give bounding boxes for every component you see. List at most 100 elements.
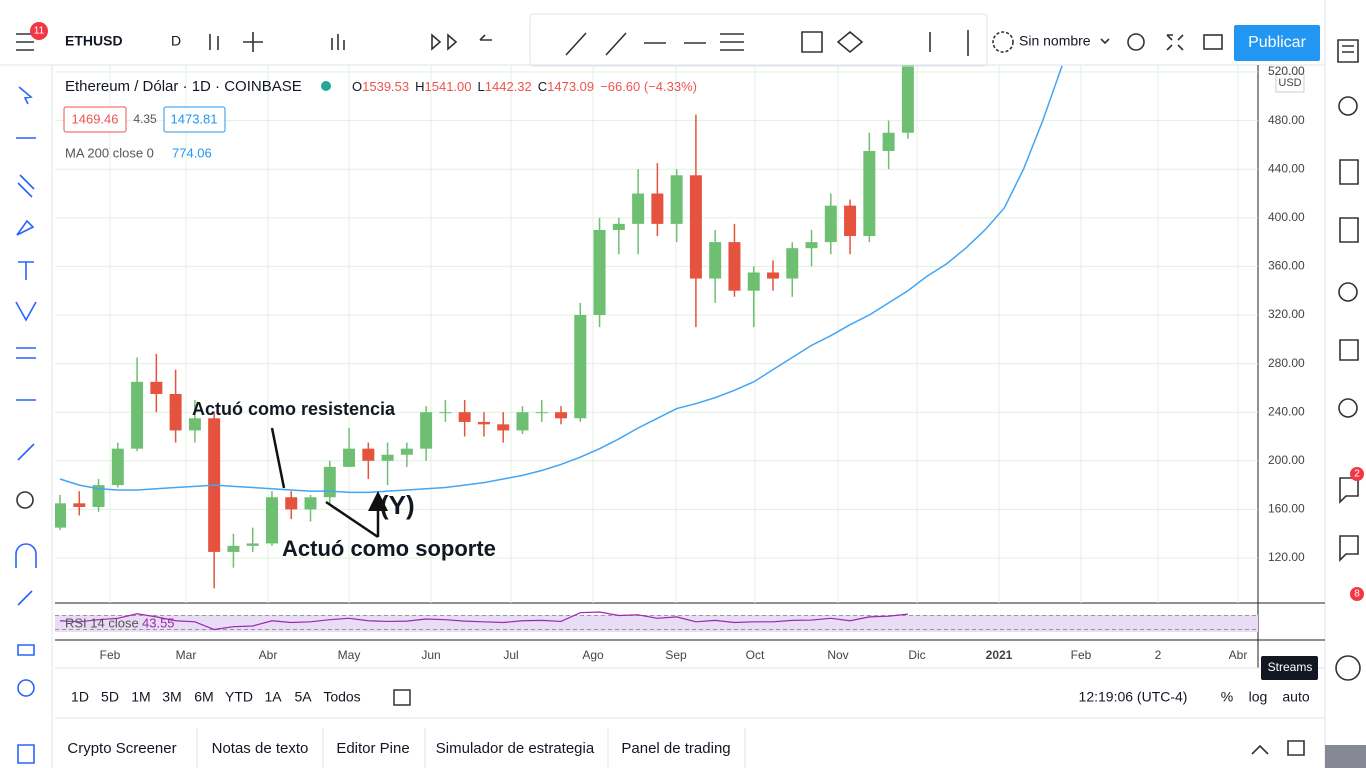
candle-body — [786, 248, 799, 279]
ohlc-key: H — [415, 79, 424, 94]
candle-body — [343, 448, 356, 467]
arrows — [270, 427, 378, 539]
candle-body — [747, 272, 760, 291]
fullscreen-icon[interactable] — [1166, 34, 1184, 51]
interval[interactable]: D — [171, 33, 181, 49]
candle-body — [670, 175, 683, 224]
x-tick-label: Feb — [1071, 648, 1092, 662]
candle-body — [169, 393, 182, 431]
y-tick-label: 400.00 — [1268, 210, 1305, 224]
cloud-icon — [992, 31, 1014, 53]
badge-text: 11 — [34, 26, 45, 37]
range-button[interactable]: 3M — [162, 689, 181, 705]
clock: 12:19:06 (UTC-4) — [1079, 689, 1188, 705]
candle-body — [882, 132, 895, 151]
grid — [55, 65, 1258, 603]
candle-body — [73, 503, 86, 507]
top-toolbar: 11 ETHUSD D Sin nombre Publicar — [16, 13, 1320, 67]
candle-body — [111, 448, 124, 486]
left-toolbar-icons[interactable] — [15, 86, 37, 764]
alarm-icon[interactable] — [1338, 96, 1358, 116]
auto-toggle[interactable]: auto — [1282, 689, 1309, 705]
range-button[interactable]: 6M — [194, 689, 213, 705]
x-tick-label: Sep — [665, 648, 687, 662]
camera-icon[interactable] — [1203, 34, 1223, 50]
bottom-tab[interactable]: Crypto Screener — [67, 740, 176, 757]
annotation: (Y) — [380, 490, 415, 520]
candle-body — [709, 242, 722, 279]
y-tick-label: 520.00 — [1268, 64, 1305, 78]
x-tick-label: Feb — [100, 648, 121, 662]
candle-body — [131, 381, 144, 449]
candle-body — [844, 205, 857, 237]
candle-body — [439, 412, 452, 414]
range-button[interactable]: 1A — [264, 689, 282, 705]
badge-text: 2 — [1354, 469, 1360, 480]
tooltip — [1261, 656, 1318, 680]
candle-body — [304, 497, 317, 510]
ohlc-value: 1442.32 — [485, 79, 532, 94]
symbol[interactable]: ETHUSD — [65, 33, 123, 49]
candle-body — [612, 223, 625, 230]
dropdown-icon[interactable] — [1100, 38, 1110, 45]
idea-icon[interactable] — [1338, 398, 1358, 418]
candle-body — [651, 193, 664, 224]
publish-button[interactable] — [1234, 25, 1320, 61]
zoom-icon[interactable] — [16, 491, 34, 509]
date-range-icon[interactable] — [393, 689, 411, 706]
ohlc-value: 1473.09 — [547, 79, 594, 94]
hotlist-icon[interactable] — [1338, 282, 1358, 302]
candle-body — [323, 466, 336, 498]
y-tick-label: 120.00 — [1268, 550, 1305, 564]
x-tick-label: Abr — [259, 648, 278, 662]
y-tick-label: 440.00 — [1268, 161, 1305, 175]
bottom-tab[interactable]: Editor Pine — [336, 740, 409, 757]
ma-value: 774.06 — [172, 145, 212, 160]
streams-icon[interactable] — [1335, 655, 1361, 681]
candle-body — [824, 205, 837, 243]
layout-name[interactable]: Sin nombre — [1019, 33, 1091, 49]
badge-text: 8 — [1354, 589, 1360, 600]
candle-body — [477, 421, 490, 425]
range-button[interactable]: 1M — [131, 689, 150, 705]
rsi-value: 43.55 — [142, 615, 175, 630]
candle-body — [593, 229, 606, 315]
log-toggle[interactable]: log — [1249, 689, 1268, 705]
y-tick-label: 200.00 — [1268, 453, 1305, 467]
percent-toggle[interactable]: % — [1221, 689, 1233, 705]
bid: 1469.46 — [72, 111, 119, 126]
range-button[interactable]: 1D — [71, 689, 89, 705]
range-button[interactable]: 5A — [294, 689, 312, 705]
spread: 4.35 — [133, 112, 157, 126]
tool-icons[interactable] — [209, 30, 969, 56]
range-button[interactable]: YTD — [225, 689, 253, 705]
x-tick-label: Oct — [746, 648, 765, 662]
x-tick-label: 2021 — [986, 648, 1013, 662]
collapse-icon[interactable] — [1251, 740, 1305, 756]
y-tick-label: 320.00 — [1268, 307, 1305, 321]
publish-label[interactable]: Publicar — [1248, 34, 1306, 51]
bottom-tab[interactable]: Panel de trading — [621, 740, 730, 757]
y-tick-label: 160.00 — [1268, 502, 1305, 516]
chart-pane — [55, 65, 1258, 640]
y-tick-label: 360.00 — [1268, 259, 1305, 273]
ohlc-value: 1539.53 — [362, 79, 409, 94]
x-tick-label: Ago — [582, 648, 604, 662]
candle-body — [265, 497, 278, 544]
bottom-tab[interactable]: Notas de texto — [212, 740, 309, 757]
scroll-button[interactable] — [1325, 745, 1366, 768]
sidebar-icons[interactable] — [1337, 39, 1359, 562]
settings-icon[interactable] — [1127, 33, 1145, 51]
range-button[interactable]: Todos — [323, 689, 360, 705]
status-dot — [321, 81, 331, 91]
rsi-pane — [55, 611, 1258, 631]
annotation: Actuó como soporte — [282, 536, 496, 561]
x-tick-label: May — [338, 648, 361, 662]
ask: 1473.81 — [171, 111, 218, 126]
bottom-tab[interactable]: Simulador de estrategia — [436, 740, 595, 757]
ohlc-change: −66.60 (−4.33%) — [600, 79, 697, 94]
candle-body — [381, 454, 394, 461]
range-button[interactable]: 5D — [101, 689, 119, 705]
y-tick-label: 280.00 — [1268, 356, 1305, 370]
ohlc-key: O — [352, 79, 362, 94]
